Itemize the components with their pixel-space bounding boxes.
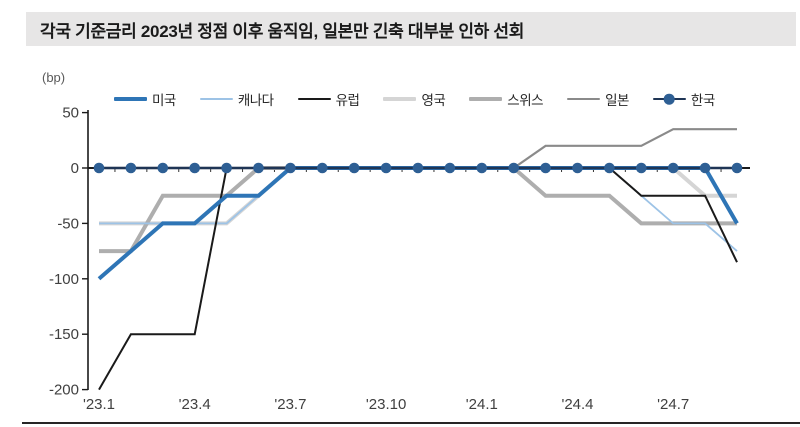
series-line-swiss — [99, 166, 737, 254]
legend-line-us — [114, 97, 147, 101]
y-axis-tick-label: -50 — [57, 215, 79, 232]
series-line-europe — [98, 167, 738, 391]
x-axis-tick-label: '23.10 — [366, 396, 406, 413]
legend-item-uk: 영국 — [383, 89, 446, 109]
y-axis-tick-label: 50 — [62, 105, 79, 122]
legend-item-canada: 캐나다 — [199, 89, 274, 109]
korea-marker — [348, 162, 360, 174]
korea-marker — [636, 162, 647, 174]
figure-bottom-divider — [22, 422, 800, 424]
chart-title-bar: 각국 기준금리 2023년 정점 이후 움직임, 일본만 긴축 대부분 인하 선… — [26, 12, 796, 46]
x-axis-tick-label: '24.7 — [657, 396, 689, 413]
legend-line-europe — [297, 98, 331, 100]
legend-label-korea: 한국 — [690, 93, 715, 108]
korea-marker — [157, 162, 169, 174]
korea-marker — [125, 162, 137, 174]
legend-item-swiss: 스위스 — [469, 89, 544, 109]
legend-item-us: 미국 — [114, 89, 176, 109]
korea-marker — [699, 162, 711, 174]
y-axis-unit-label: (bp) — [42, 70, 66, 85]
legend-label-us: 미국 — [152, 93, 176, 108]
legend-label-europe: 유럽 — [335, 93, 360, 108]
korea-marker — [93, 162, 105, 174]
legend-line-korea — [652, 93, 686, 105]
korea-marker — [604, 162, 615, 174]
x-axis-tick-label: '24.4 — [561, 396, 593, 413]
legend-label-swiss: 스위스 — [507, 93, 544, 108]
korea-marker — [189, 162, 200, 174]
legend-marker-korea — [664, 93, 675, 105]
korea-marker — [317, 162, 328, 174]
korea-marker — [253, 162, 264, 174]
x-axis-tick-label: '24.1 — [466, 396, 498, 413]
korea-marker — [476, 162, 488, 174]
legend-line-swiss — [469, 97, 503, 101]
legend-item-japan: 일본 — [567, 89, 629, 109]
legend-line-japan — [567, 97, 601, 101]
korea-marker — [731, 162, 743, 174]
korea-marker — [285, 162, 296, 174]
chart-legend: 미국 캐나다 유럽 영국 스위스 일본 한국 — [114, 90, 715, 108]
korea-marker — [412, 162, 424, 174]
legend-label-uk: 영국 — [421, 93, 446, 108]
legend-label-canada: 캐나다 — [237, 93, 274, 108]
legend-label-japan: 일본 — [605, 93, 629, 108]
y-axis-tick-label: 0 — [71, 160, 79, 177]
korea-marker — [380, 162, 392, 174]
korea-marker — [221, 162, 232, 174]
y-axis-tick-label: -100 — [49, 271, 79, 288]
legend-line-canada — [199, 98, 233, 100]
korea-marker — [540, 162, 551, 174]
legend-item-korea: 한국 — [652, 89, 715, 109]
series-line-canada — [99, 167, 738, 252]
legend-line-uk — [383, 97, 417, 101]
chart-title: 각국 기준금리 2023년 정점 이후 움직임, 일본만 긴축 대부분 인하 선… — [40, 21, 525, 41]
x-axis-tick-label: '23.4 — [179, 396, 211, 413]
korea-marker — [572, 162, 583, 174]
legend-item-europe: 유럽 — [297, 89, 360, 109]
y-axis-tick-label: -200 — [49, 382, 79, 399]
series-line-japan — [99, 128, 737, 170]
korea-marker — [508, 162, 519, 174]
x-axis-tick-label: '23.7 — [274, 396, 306, 413]
x-axis-tick-label: '23.1 — [83, 396, 115, 413]
y-axis-tick-label: -150 — [49, 326, 79, 343]
korea-marker — [444, 162, 456, 174]
korea-marker — [667, 162, 679, 174]
